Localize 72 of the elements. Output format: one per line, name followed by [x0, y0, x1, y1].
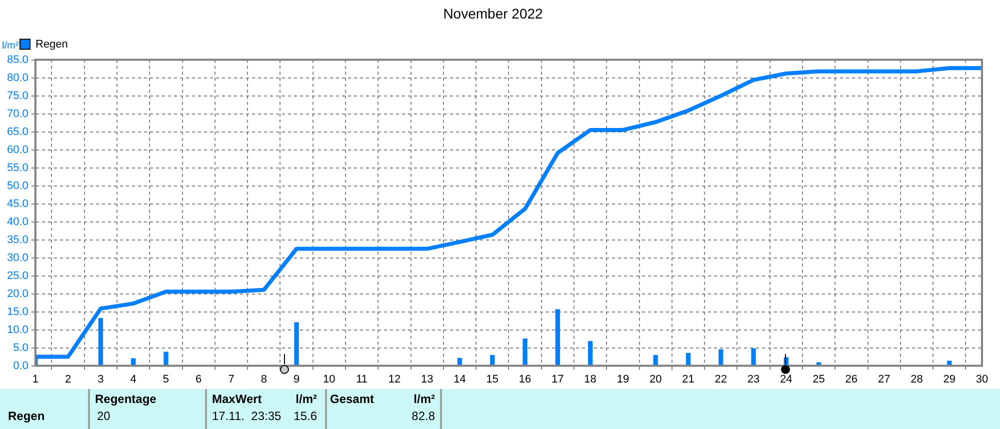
chart-title: November 2022 — [443, 5, 544, 22]
y-tick-label: 5.0 — [13, 342, 28, 354]
x-tick-label: 7 — [228, 373, 234, 386]
y-tick-label: 65.0 — [6, 126, 28, 138]
x-tick-label: 17 — [552, 373, 564, 386]
text: Regentage — [95, 392, 156, 406]
x-tick-label: 22 — [714, 373, 727, 386]
bar — [653, 355, 658, 366]
y-tick-label: 50.0 — [6, 180, 28, 192]
y-tick-label: 35.0 — [6, 234, 28, 246]
y-tick-label: 30.0 — [6, 252, 28, 264]
bar — [718, 349, 724, 366]
x-tick-label: 3 — [98, 373, 104, 386]
x-tick-label: 16 — [518, 373, 532, 386]
x-tick-label: 26 — [845, 373, 858, 386]
x-tick-label: 6 — [196, 373, 202, 386]
bar — [588, 340, 593, 366]
x-tick-label: 4 — [130, 373, 136, 386]
y-tick-label: 80.0 — [6, 72, 28, 84]
bar — [686, 352, 691, 366]
bar — [490, 355, 495, 366]
x-tick-label: 13 — [420, 373, 434, 386]
bar — [522, 338, 528, 366]
x-tick-label: 25 — [812, 373, 825, 386]
text: 17.11. 23:35 — [212, 409, 282, 423]
x-tick-label: 9 — [293, 373, 300, 386]
y-tick-label: 25.0 — [6, 270, 28, 282]
x-tick-label: 11 — [356, 373, 368, 386]
x-tick-label: 30 — [976, 373, 988, 386]
y-tick-label: 0.0 — [13, 360, 28, 372]
x-tick-label: 19 — [616, 373, 630, 386]
y-tick-label: 20.0 — [6, 288, 28, 300]
x-tick-label: 18 — [584, 373, 596, 386]
y-tick-label: 70.0 — [6, 108, 28, 120]
x-tick-label: 15 — [486, 373, 499, 386]
text: MaxWert — [212, 392, 262, 406]
x-tick-label: 20 — [649, 373, 662, 386]
text: 82.8 — [412, 409, 435, 423]
bar — [555, 309, 560, 366]
bar — [98, 318, 104, 366]
y-tick-label: 60.0 — [6, 144, 28, 156]
x-tick-label: 21 — [682, 373, 694, 386]
text: Regen — [8, 409, 45, 423]
x-tick-label: 28 — [910, 373, 923, 386]
text: l/m² — [296, 392, 317, 406]
x-tick-label: 8 — [260, 373, 267, 386]
y-tick-label: 85.0 — [6, 54, 28, 66]
x-tick-label: 29 — [943, 373, 956, 386]
y-tick-label: 75.0 — [6, 90, 28, 102]
y-axis-title: l/m² — [2, 40, 20, 52]
x-tick-label: 27 — [878, 373, 890, 386]
x-tick-label: 2 — [64, 373, 72, 386]
y-tick-label: 45.0 — [6, 198, 28, 210]
bar — [751, 348, 756, 366]
y-tick-label: 55.0 — [6, 162, 28, 174]
x-tick-label: 14 — [454, 373, 466, 386]
bar — [294, 322, 299, 366]
y-tick-label: 15.0 — [6, 306, 28, 318]
bar — [164, 352, 168, 366]
y-tick-label: 40.0 — [6, 216, 28, 228]
text: l/m² — [414, 392, 435, 406]
x-tick-label: 5 — [162, 373, 170, 386]
x-tick-label: 23 — [747, 373, 760, 386]
text: 15.6 — [294, 409, 317, 423]
x-tick-label: 12 — [388, 373, 401, 386]
legend-label: Regen — [36, 38, 68, 50]
text: Gesamt — [330, 392, 374, 406]
text: 20 — [97, 409, 110, 423]
x-tick-label: 10 — [323, 373, 336, 386]
x-tick-label: 1 — [32, 373, 38, 386]
y-tick-label: 10.0 — [6, 324, 28, 336]
x-tick-label: 24 — [780, 373, 792, 386]
